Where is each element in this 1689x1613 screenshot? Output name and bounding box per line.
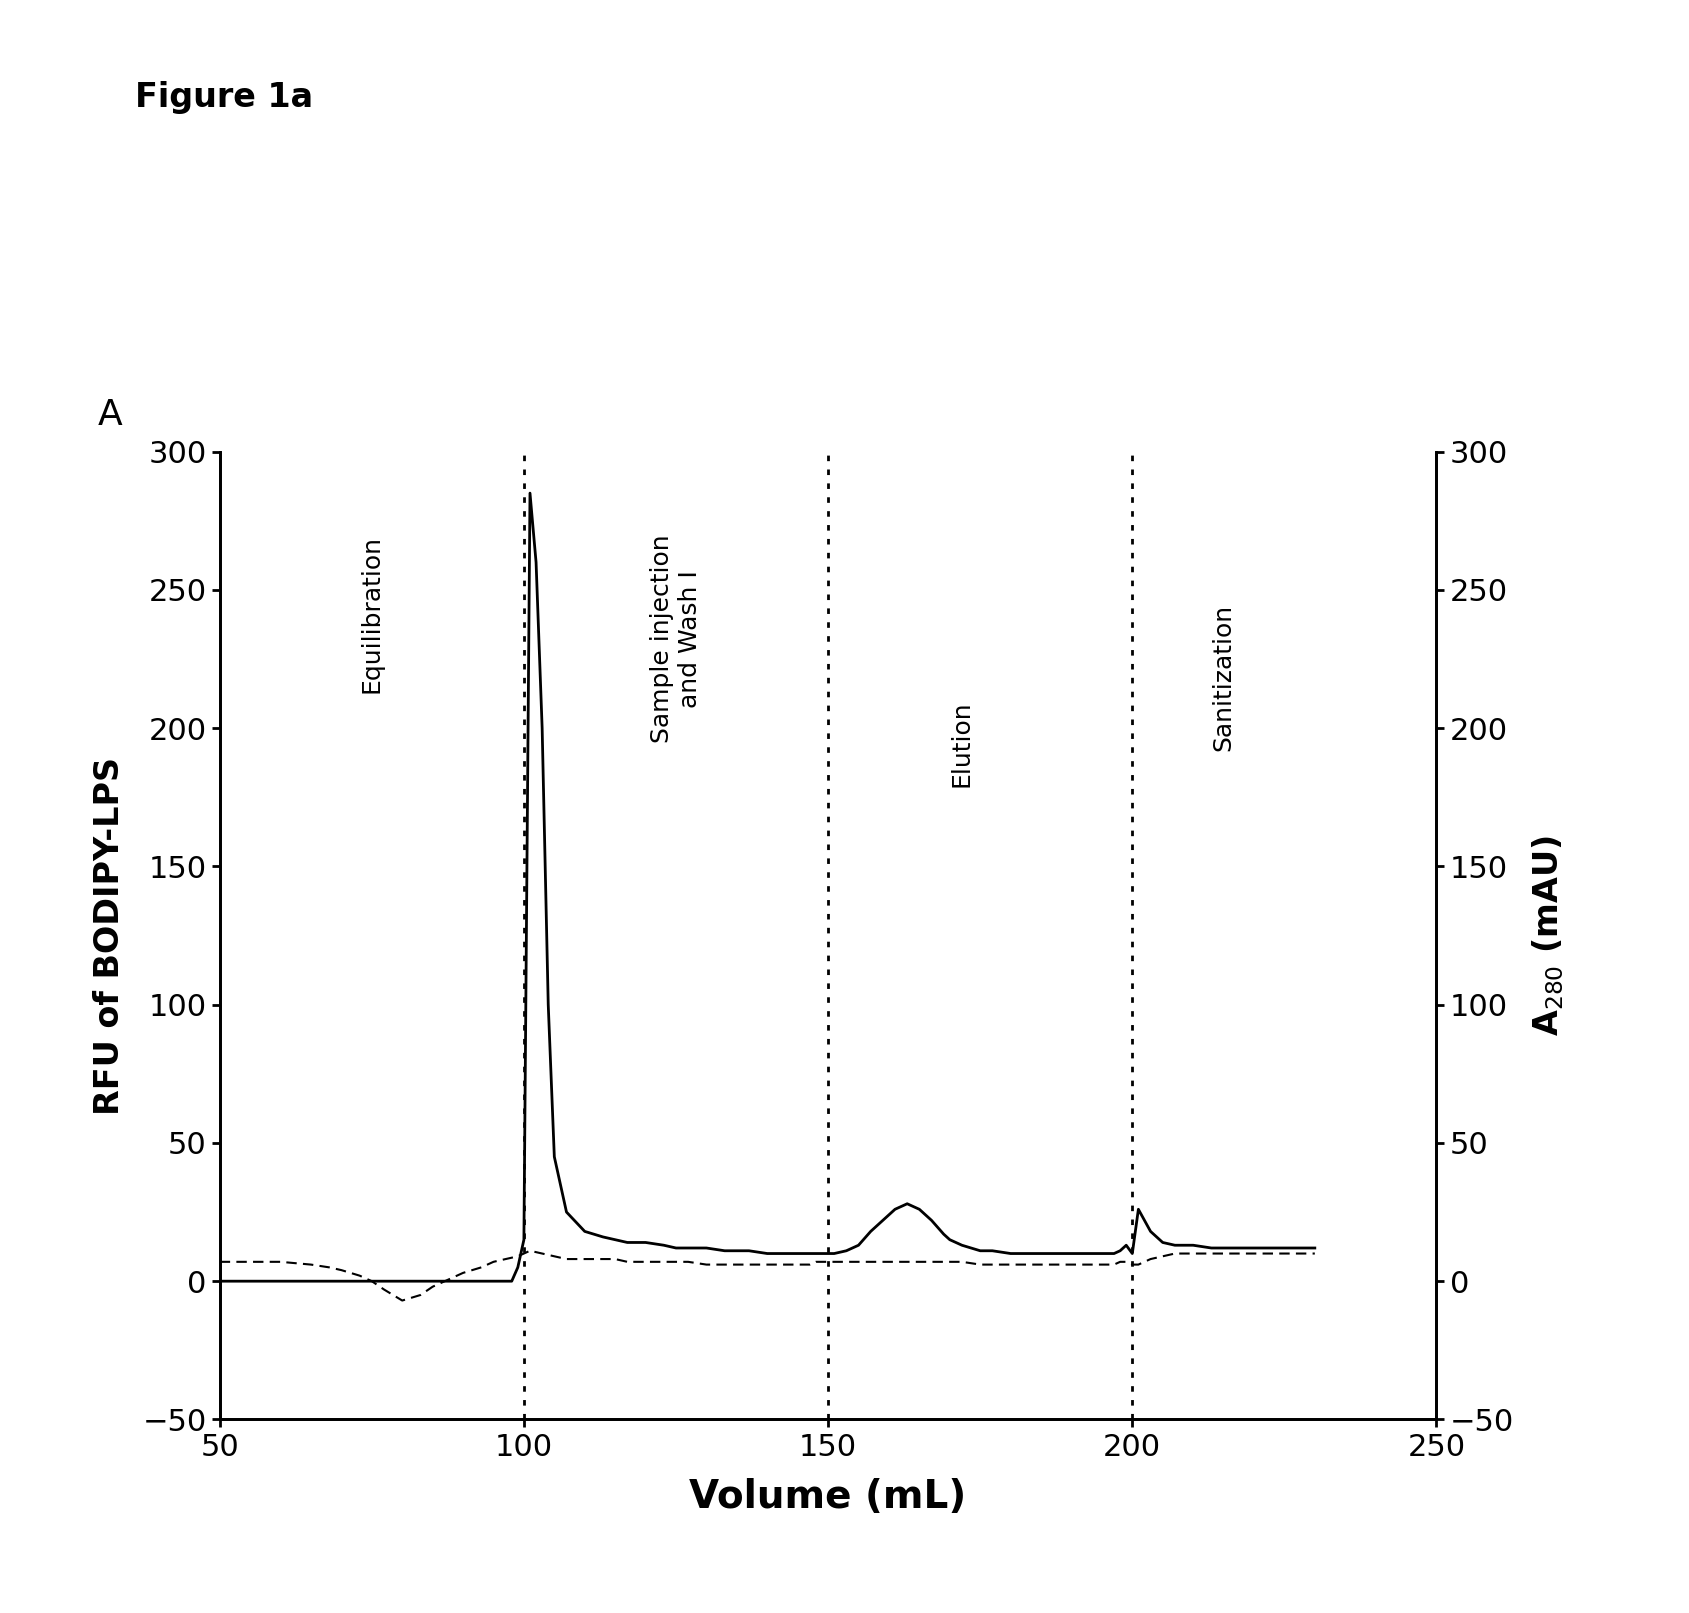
Text: Sample injection
and Wash I: Sample injection and Wash I <box>650 534 701 744</box>
Text: Sanitization: Sanitization <box>1211 603 1235 750</box>
Y-axis label: RFU of BODIPY-LPS: RFU of BODIPY-LPS <box>93 756 125 1115</box>
Text: Elution: Elution <box>949 700 973 787</box>
Text: A: A <box>98 398 123 432</box>
Text: Equilibration: Equilibration <box>360 534 383 692</box>
X-axis label: Volume (mL): Volume (mL) <box>689 1478 966 1516</box>
Y-axis label: A$_{280}$ (mAU): A$_{280}$ (mAU) <box>1530 836 1566 1036</box>
Text: Figure 1a: Figure 1a <box>135 81 312 113</box>
